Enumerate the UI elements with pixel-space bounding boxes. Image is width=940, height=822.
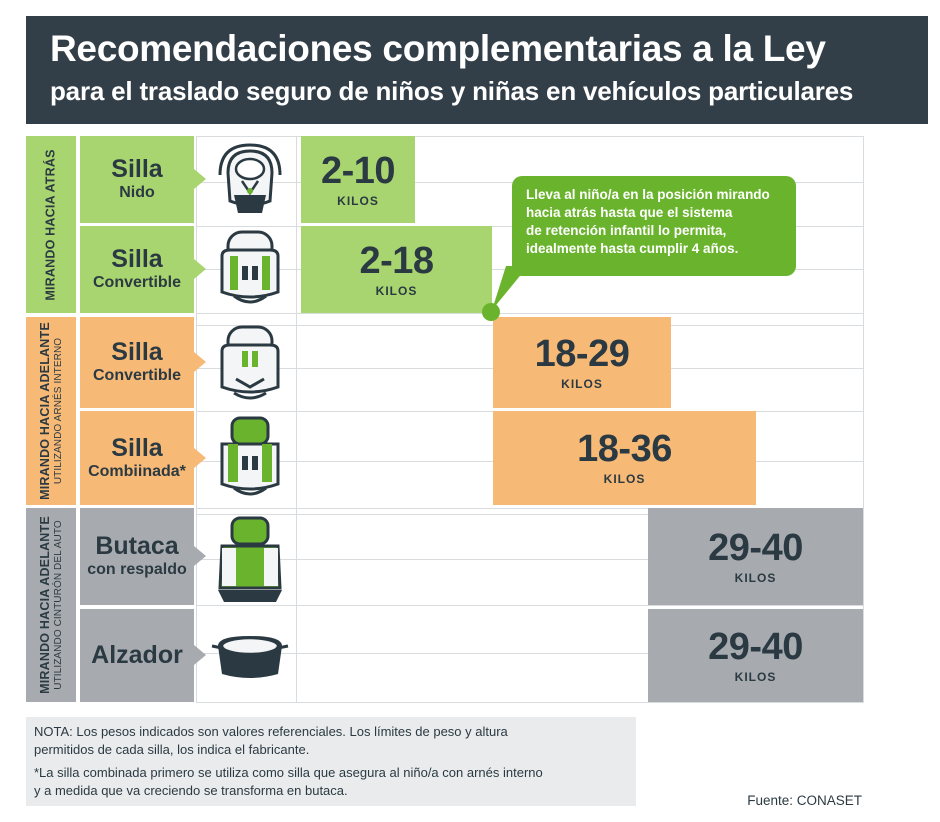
row-arrow-icon <box>194 645 206 665</box>
seat-name: Silla <box>111 433 163 462</box>
seat-type: Convertible <box>92 274 181 292</box>
seat-name: Alzador <box>91 641 183 670</box>
seat-label-alzador: Alzador <box>80 609 194 702</box>
seat-label-silla-nido: Silla Nido <box>80 136 194 223</box>
booster-cushion-icon <box>211 636 289 678</box>
weight-range-silla-nido: 2-10 KILOS <box>301 136 415 223</box>
row-arrow-icon <box>194 448 206 468</box>
weight-unit: KILOS <box>734 669 777 684</box>
weight-range-butaca: 29-40 KILOS <box>648 508 863 605</box>
page-subtitle: para el traslado seguro de niños y niñas… <box>50 76 854 106</box>
weight-range-value: 18-29 <box>534 332 630 375</box>
high-back-booster-icon <box>218 516 282 602</box>
section-forward-harness: MIRANDO HACIA ADELANTE UTILIZANDO ARNÉS … <box>26 317 76 505</box>
combination-seat-icon <box>220 416 280 496</box>
seat-type: con respaldo <box>87 561 187 579</box>
seat-name: Butaca <box>95 532 179 561</box>
seat-type: Nido <box>119 184 155 202</box>
callout-text-line: idealmente hasta cumplir 4 años. <box>526 240 739 256</box>
row-arrow-icon <box>194 169 206 189</box>
weight-unit: KILOS <box>375 283 418 298</box>
weight-unit: KILOS <box>337 193 379 208</box>
seat-label-silla-convertible-rear: Silla Convertible <box>80 226 194 313</box>
row-arrow-icon <box>194 259 206 279</box>
weight-range-value: 2-18 <box>359 239 434 282</box>
weight-range-alzador: 29-40 KILOS <box>648 609 863 702</box>
seat-label-silla-convertible-forward: Silla Convertible <box>80 317 194 408</box>
source-credit: Fuente: CONASET <box>747 793 862 808</box>
section-forward-seatbelt: MIRANDO HACIA ADELANTE UTILIZANDO CINTUR… <box>26 508 76 702</box>
seat-type: Convertible <box>92 367 181 385</box>
convertible-seat-icon <box>220 230 280 304</box>
convertible-seat-forward-icon <box>220 325 280 400</box>
weight-unit: KILOS <box>603 472 646 486</box>
weight-range-silla-convertible-rear: 2-18 KILOS <box>301 226 492 313</box>
footnote-text: *La silla combinada primero se utiliza c… <box>34 764 543 780</box>
weight-unit: KILOS <box>561 376 603 391</box>
note-text: NOTA: Los pesos indicados son valores re… <box>34 724 508 739</box>
footnote-text: y a medida que va creciendo se transform… <box>34 782 348 798</box>
weight-range-silla-combinada: 18-36 KILOS <box>493 411 756 505</box>
seat-label-silla-combinada: Silla Combiinada* <box>80 411 194 505</box>
weight-range-value: 2-10 <box>320 149 396 192</box>
weight-range-value: 29-40 <box>708 526 803 569</box>
weight-unit: KILOS <box>734 570 777 585</box>
seat-label-butaca: Butaca con respaldo <box>80 508 194 605</box>
seat-type: Combiinada* <box>88 462 186 480</box>
seat-name: Silla <box>111 245 163 274</box>
weight-range-value: 29-40 <box>708 625 803 668</box>
section-title: MIRANDO HACIA ADELANTE <box>38 516 52 694</box>
section-rear-facing: MIRANDO HACIA ATRÁS <box>26 136 76 313</box>
weight-range-silla-convertible-forward: 18-29 KILOS <box>493 317 671 408</box>
seat-name: Silla <box>111 338 163 367</box>
header-banner: Recomendaciones complementarias a la Ley… <box>26 16 928 124</box>
row-arrow-icon <box>194 546 206 566</box>
section-title: MIRANDO HACIA ADELANTE <box>38 322 52 500</box>
row-arrow-icon <box>194 352 206 372</box>
seat-name: Silla <box>111 155 163 184</box>
rear-facing-callout: Lleva al niño/a en la posición mirando h… <box>512 176 796 276</box>
callout-dot <box>482 303 500 321</box>
callout-text-line: hacia atrás hasta que el sistema <box>526 204 733 220</box>
note-text: permitidos de cada silla, los indica el … <box>34 741 310 757</box>
callout-text-line: Lleva al niño/a en la posición mirando <box>526 187 770 202</box>
weight-range-value: 18-36 <box>577 428 672 470</box>
section-subtitle: UTILIZANDO ARNÉS INTERNO <box>53 337 64 485</box>
callout-pointer <box>492 266 528 310</box>
section-title: MIRANDO HACIA ATRÁS <box>44 148 58 301</box>
section-subtitle: UTILIZANDO CINTURÓN DEL AUTO <box>53 520 64 690</box>
infant-carrier-icon <box>218 143 282 213</box>
note-box: NOTA: Los pesos indicados son valores re… <box>26 717 636 806</box>
callout-text-line: de retención infantil lo permita, <box>526 222 727 238</box>
page-title: Recomendaciones complementarias a la Ley <box>50 28 826 69</box>
